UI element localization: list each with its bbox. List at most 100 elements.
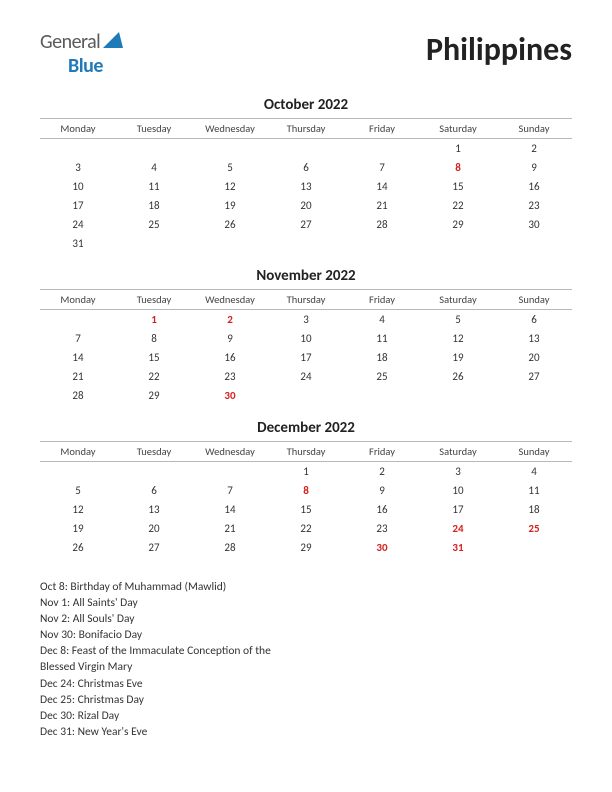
weekday-header: Saturday: [420, 290, 496, 310]
calendar-row: 31: [40, 234, 572, 253]
calendar-row: 24252627282930: [40, 215, 572, 234]
calendar-table: MondayTuesdayWednesdayThursdayFridaySatu…: [40, 441, 572, 557]
calendar-day: 18: [344, 348, 420, 367]
calendar-day: 26: [40, 538, 116, 557]
calendar-day: 24: [268, 367, 344, 386]
calendar-day: 13: [116, 500, 192, 519]
calendar-day: [192, 234, 268, 253]
logo-text-general: General: [40, 30, 100, 54]
calendar-day: 13: [496, 329, 572, 348]
calendar-day: 28: [344, 215, 420, 234]
calendar-day: [192, 462, 268, 482]
holiday-line: Dec 8: Feast of the Immaculate Conceptio…: [40, 643, 340, 659]
weekday-header: Sunday: [496, 442, 572, 462]
calendar-day: [344, 139, 420, 159]
calendar-day: 11: [344, 329, 420, 348]
calendar-day: 27: [496, 367, 572, 386]
calendar-day: 5: [40, 481, 116, 500]
calendar-day: 6: [116, 481, 192, 500]
calendar-day: 4: [496, 462, 572, 482]
weekday-header: Monday: [40, 290, 116, 310]
weekday-header: Thursday: [268, 290, 344, 310]
calendar-day: [268, 234, 344, 253]
weekday-header: Tuesday: [116, 119, 192, 139]
calendar-day: [40, 310, 116, 330]
calendar-day: 1: [420, 139, 496, 159]
calendar-day: 18: [496, 500, 572, 519]
calendar-day: 15: [268, 500, 344, 519]
calendar-row: 3456789: [40, 158, 572, 177]
header: GeneralBlue Philippines: [40, 30, 572, 78]
calendar-day: [192, 139, 268, 159]
calendar-day: 24: [40, 215, 116, 234]
weekday-header: Sunday: [496, 119, 572, 139]
calendar-row: 123456: [40, 310, 572, 330]
holiday-line: Nov 1: All Saints' Day: [40, 595, 340, 611]
logo-text-blue: Blue: [68, 54, 103, 78]
calendar-day: 11: [116, 177, 192, 196]
calendar-day: 14: [344, 177, 420, 196]
calendar-day: [496, 386, 572, 405]
weekday-header: Tuesday: [116, 290, 192, 310]
calendar-day: 26: [420, 367, 496, 386]
calendar-day: 17: [268, 348, 344, 367]
calendar-day: [116, 234, 192, 253]
calendar-day: 23: [496, 196, 572, 215]
calendar-day: 27: [116, 538, 192, 557]
calendar-day: [420, 386, 496, 405]
calendar-day: 9: [344, 481, 420, 500]
calendar-day: 5: [192, 158, 268, 177]
calendar-row: 262728293031: [40, 538, 572, 557]
calendar-day: 19: [192, 196, 268, 215]
calendar-day: 16: [496, 177, 572, 196]
calendar-day: 5: [420, 310, 496, 330]
weekday-header: Friday: [344, 290, 420, 310]
calendar-day: [40, 139, 116, 159]
weekday-header: Thursday: [268, 442, 344, 462]
calendars-container: October 2022MondayTuesdayWednesdayThursd…: [40, 96, 572, 557]
calendar-row: 78910111213: [40, 329, 572, 348]
holiday-line: Nov 30: Bonifacio Day: [40, 627, 340, 643]
weekday-header: Monday: [40, 119, 116, 139]
calendar-day: 10: [420, 481, 496, 500]
calendar-day: 29: [420, 215, 496, 234]
calendar-day: 7: [40, 329, 116, 348]
month-title: December 2022: [40, 419, 572, 437]
calendar-day: 20: [268, 196, 344, 215]
calendar-row: 21222324252627: [40, 367, 572, 386]
calendar-day: 28: [192, 538, 268, 557]
weekday-header: Monday: [40, 442, 116, 462]
calendar-day: 17: [420, 500, 496, 519]
calendar-day: 31: [40, 234, 116, 253]
calendar-day: 30: [344, 538, 420, 557]
calendar-day: 25: [344, 367, 420, 386]
calendar-row: 12131415161718: [40, 500, 572, 519]
calendar-day: 16: [344, 500, 420, 519]
calendar-row: 10111213141516: [40, 177, 572, 196]
calendar-day: 24: [420, 519, 496, 538]
holidays-list: Oct 8: Birthday of Muhammad (Mawlid)Nov …: [40, 579, 340, 740]
calendar-day: 9: [192, 329, 268, 348]
calendar-day: 8: [420, 158, 496, 177]
calendar-day: 30: [192, 386, 268, 405]
holiday-line: Nov 2: All Souls' Day: [40, 611, 340, 627]
calendar-day: 8: [116, 329, 192, 348]
month-block: November 2022MondayTuesdayWednesdayThurs…: [40, 267, 572, 405]
weekday-header: Tuesday: [116, 442, 192, 462]
weekday-header: Sunday: [496, 290, 572, 310]
calendar-day: 9: [496, 158, 572, 177]
calendar-table: MondayTuesdayWednesdayThursdayFridaySatu…: [40, 289, 572, 405]
calendar-row: 282930: [40, 386, 572, 405]
holiday-line: Blessed Virgin Mary: [40, 659, 340, 675]
calendar-table: MondayTuesdayWednesdayThursdayFridaySatu…: [40, 118, 572, 253]
calendar-day: 16: [192, 348, 268, 367]
calendar-day: 15: [116, 348, 192, 367]
holiday-line: Dec 30: Rizal Day: [40, 708, 340, 724]
calendar-day: 11: [496, 481, 572, 500]
weekday-header: Friday: [344, 442, 420, 462]
calendar-day: 26: [192, 215, 268, 234]
weekday-header: Wednesday: [192, 290, 268, 310]
calendar-day: [344, 234, 420, 253]
holiday-line: Dec 24: Christmas Eve: [40, 676, 340, 692]
calendar-day: 7: [192, 481, 268, 500]
